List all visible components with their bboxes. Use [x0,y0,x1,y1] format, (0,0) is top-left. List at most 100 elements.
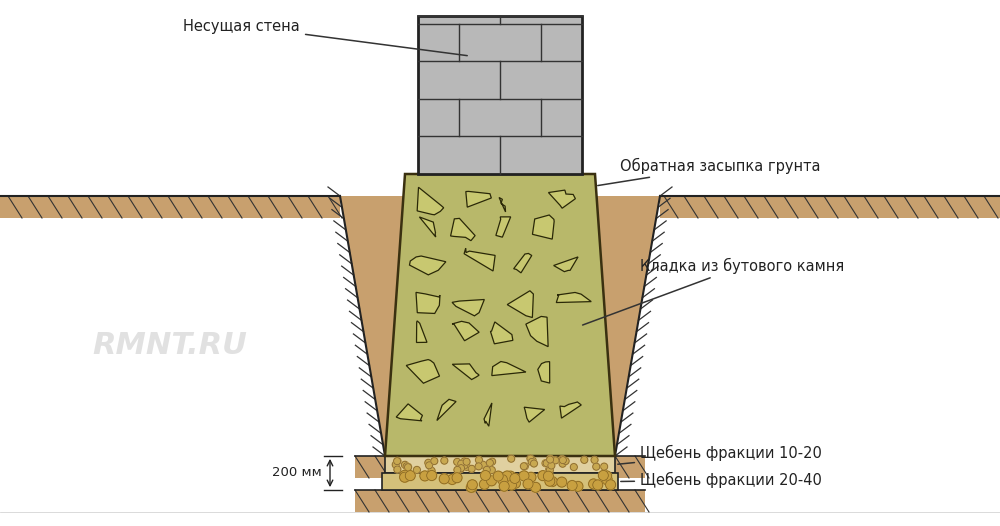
Text: Щебень фракции 20-40: Щебень фракции 20-40 [621,472,822,488]
Circle shape [543,471,553,481]
Polygon shape [452,299,484,316]
Circle shape [487,476,497,486]
Circle shape [452,473,462,483]
Circle shape [475,457,482,463]
Circle shape [405,471,415,481]
Circle shape [547,477,557,487]
Circle shape [489,458,496,465]
Circle shape [547,456,554,462]
Circle shape [593,480,603,490]
Polygon shape [355,456,645,478]
Text: Кладка из бутового камня: Кладка из бутового камня [583,258,844,325]
Polygon shape [0,196,340,218]
Circle shape [546,467,553,474]
Circle shape [413,467,420,473]
Circle shape [570,463,577,471]
Circle shape [520,463,527,470]
Polygon shape [466,191,491,207]
Circle shape [493,471,503,481]
Circle shape [528,459,535,466]
Circle shape [530,460,537,467]
Circle shape [591,457,598,463]
Circle shape [497,474,507,484]
Polygon shape [554,257,578,271]
Polygon shape [490,322,513,344]
Circle shape [499,481,509,491]
Circle shape [458,460,465,467]
Polygon shape [385,174,615,456]
Circle shape [488,467,495,473]
Circle shape [467,480,477,490]
Circle shape [562,458,569,464]
Circle shape [557,477,567,487]
Polygon shape [452,364,479,380]
Circle shape [567,481,577,491]
Polygon shape [524,407,545,422]
Text: Щебень фракции 10-20: Щебень фракции 10-20 [618,445,822,464]
Circle shape [401,461,408,468]
Polygon shape [660,196,1000,218]
Circle shape [480,471,490,481]
Circle shape [548,462,555,469]
Circle shape [405,464,412,471]
Polygon shape [452,321,479,341]
Circle shape [420,471,430,481]
Polygon shape [355,490,645,512]
Circle shape [559,457,566,464]
Circle shape [392,461,399,468]
Circle shape [439,474,449,484]
Polygon shape [385,456,615,473]
Circle shape [428,467,435,474]
Circle shape [559,456,566,463]
Polygon shape [419,217,436,237]
Circle shape [542,460,549,467]
Circle shape [461,458,468,465]
Circle shape [502,471,512,481]
Polygon shape [451,218,475,241]
Polygon shape [382,473,618,490]
Polygon shape [396,404,422,421]
Circle shape [547,456,554,463]
Circle shape [593,463,600,470]
Circle shape [454,458,461,466]
Circle shape [529,457,536,464]
Polygon shape [409,256,446,275]
Circle shape [598,470,608,480]
Circle shape [601,463,608,470]
Circle shape [519,471,529,481]
Polygon shape [499,197,506,212]
Polygon shape [538,361,550,383]
Circle shape [545,476,555,486]
Circle shape [538,471,548,481]
Circle shape [531,482,541,492]
Circle shape [431,458,438,464]
Circle shape [454,467,461,473]
Text: Обратная засыпка грунта: Обратная засыпка грунта [598,158,820,186]
Circle shape [463,463,470,470]
Text: Несущая стена: Несущая стена [183,18,467,56]
Circle shape [510,473,520,483]
Circle shape [447,474,457,484]
Circle shape [543,460,550,467]
Circle shape [602,471,612,481]
Polygon shape [406,360,440,383]
Circle shape [426,462,433,469]
Circle shape [463,458,470,466]
Circle shape [403,463,410,470]
Circle shape [486,459,493,467]
Circle shape [505,471,515,481]
Polygon shape [496,217,511,237]
Text: 200 мм: 200 мм [272,467,322,480]
Polygon shape [464,248,495,271]
Polygon shape [437,399,456,420]
Polygon shape [340,196,660,456]
Circle shape [527,455,534,462]
Polygon shape [548,190,575,208]
Circle shape [461,462,468,469]
Circle shape [507,480,517,490]
Polygon shape [492,361,526,376]
Circle shape [589,479,599,489]
Circle shape [457,466,464,472]
Text: RMNT.RU: RMNT.RU [93,331,247,360]
Circle shape [526,472,536,482]
